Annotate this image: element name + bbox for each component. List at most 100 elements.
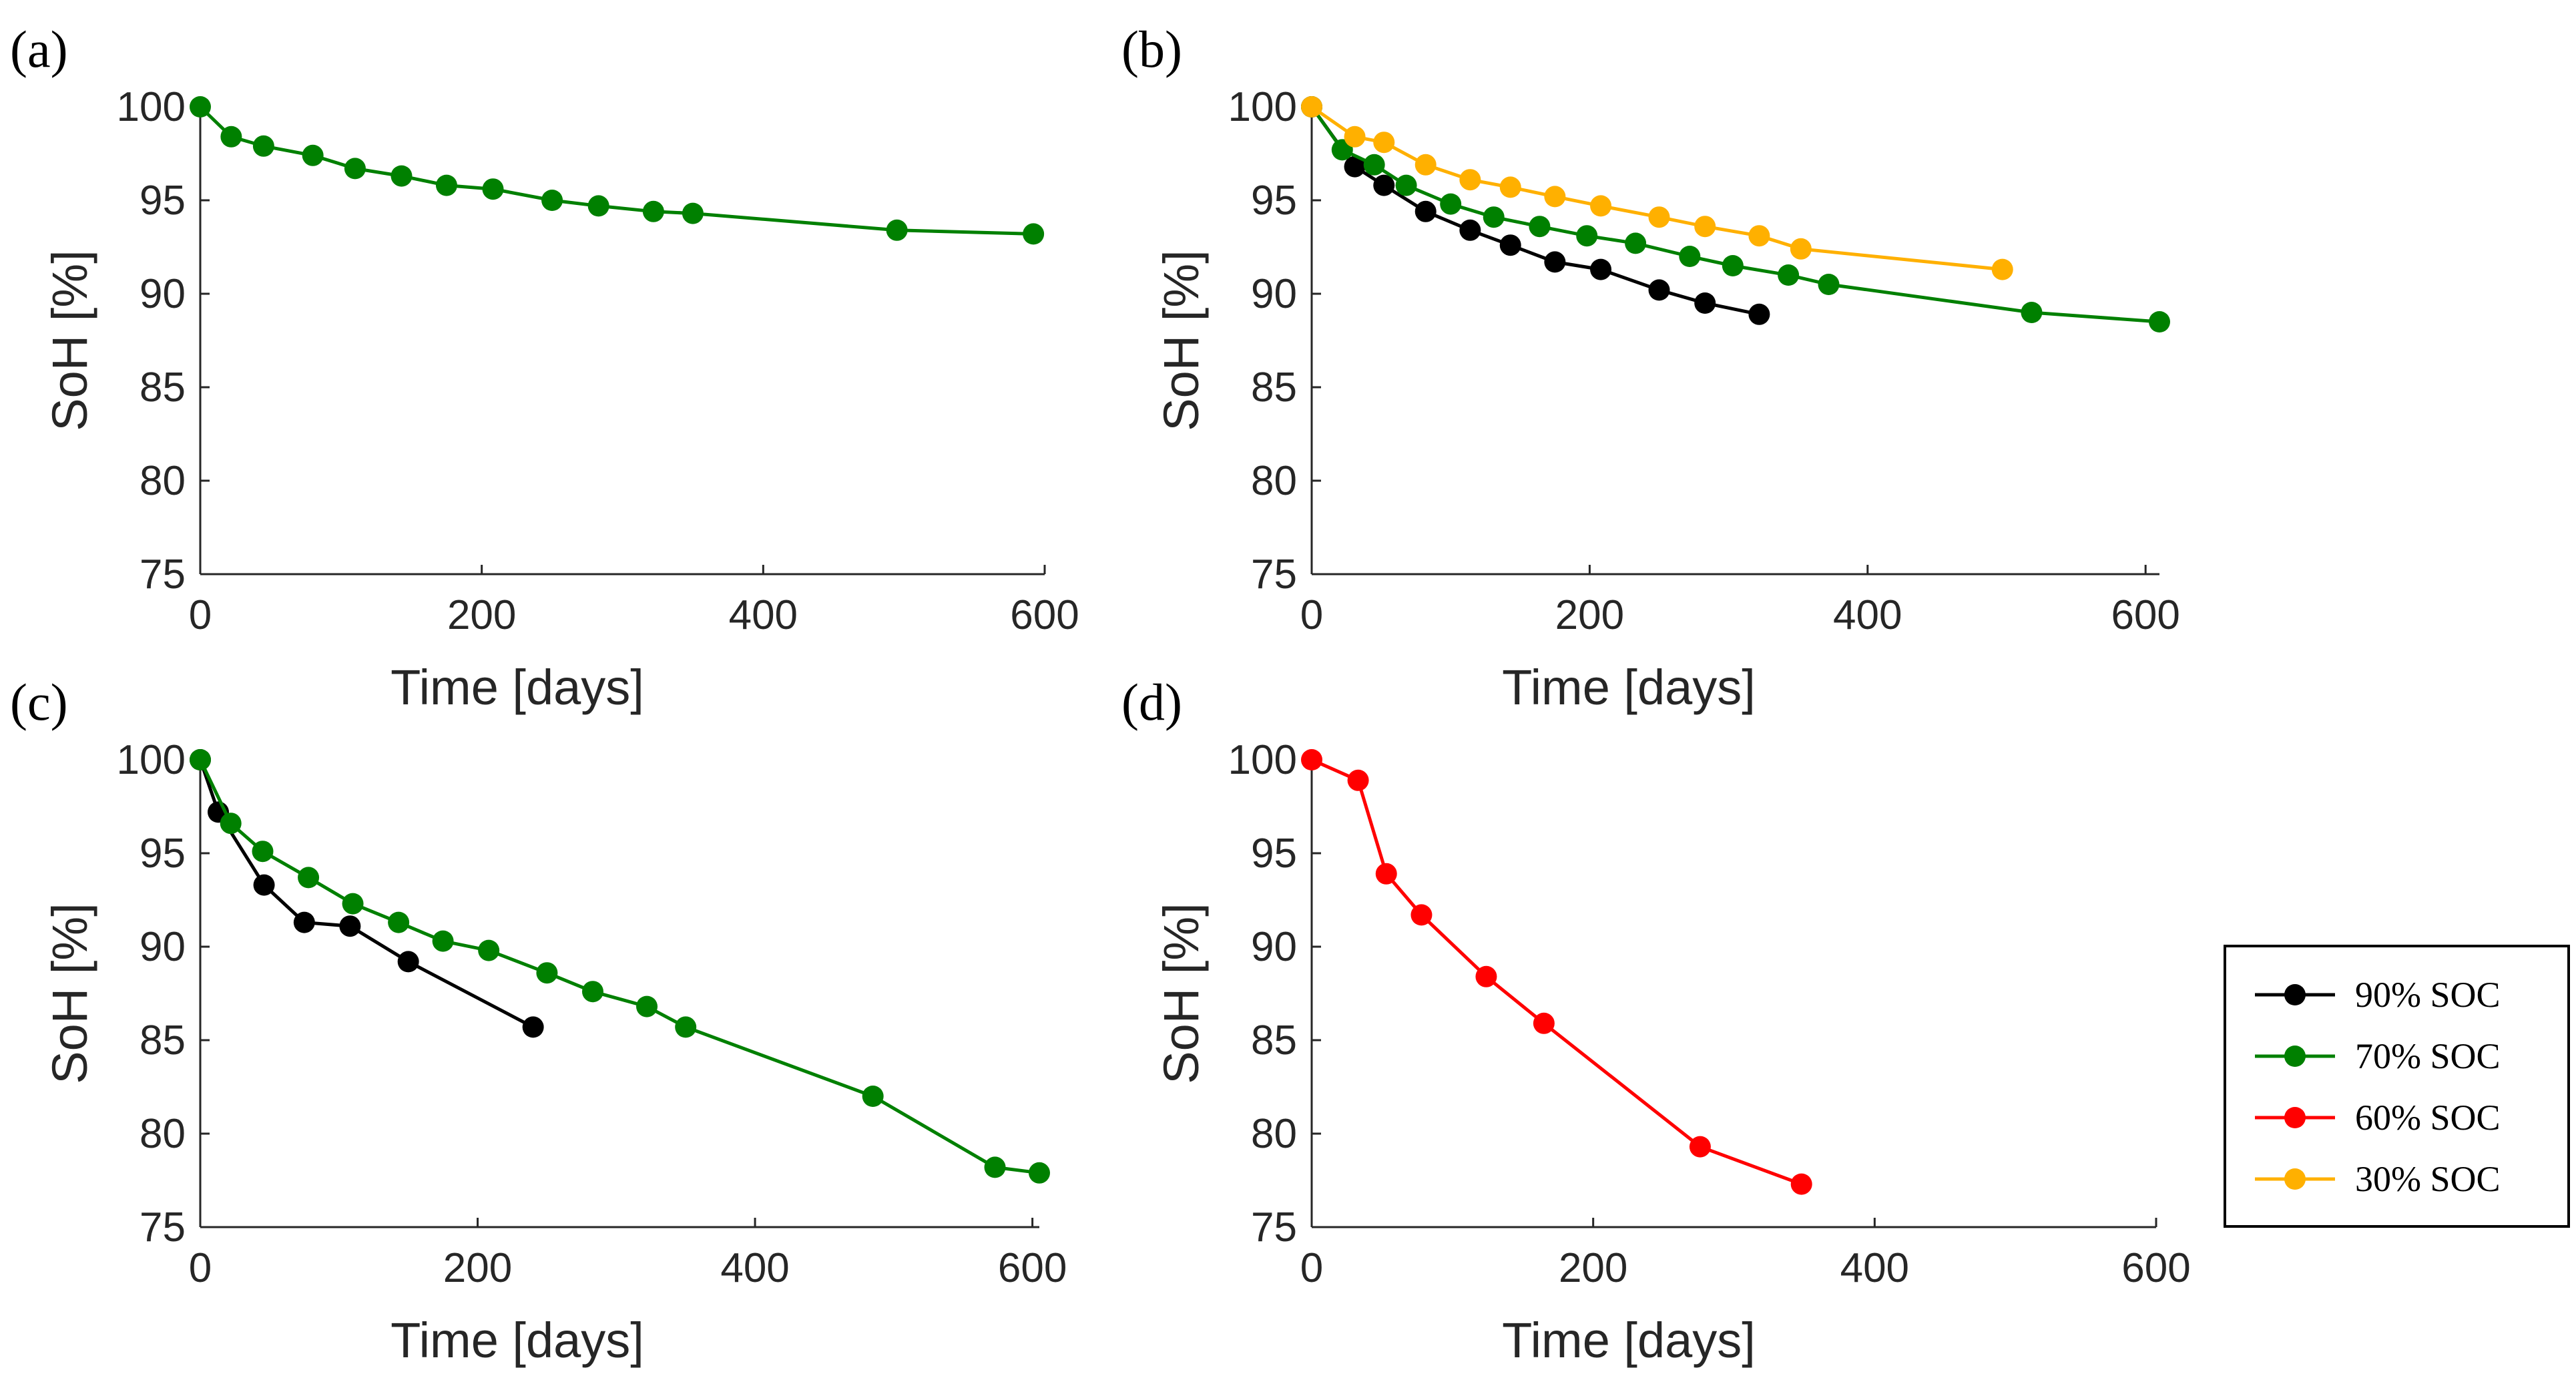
y-tick-label: 100: [1228, 84, 1297, 130]
data-point: [1301, 749, 1322, 770]
series-70-soc: [190, 749, 1050, 1184]
data-point: [1694, 292, 1716, 314]
data-point: [1395, 174, 1417, 196]
data-point: [1748, 303, 1770, 325]
data-point: [1475, 965, 1497, 987]
data-point: [1790, 1173, 1812, 1195]
data-point: [344, 158, 366, 180]
data-point: [1363, 154, 1385, 176]
x-tick-label: 200: [1555, 592, 1624, 638]
y-tick-label: 85: [1251, 1017, 1297, 1064]
y-tick-label: 90: [140, 924, 186, 970]
x-tick-label: 600: [2111, 592, 2179, 638]
y-tick-label: 80: [140, 1111, 186, 1157]
legend-entry-60-soc: 60% SOC: [2255, 1098, 2501, 1138]
x-axis-label: Time [days]: [391, 1313, 644, 1368]
data-point: [1590, 195, 1612, 217]
y-axis-label: SoH [%]: [1153, 250, 1209, 431]
y-tick-label: 95: [1251, 178, 1297, 224]
data-point: [1625, 232, 1647, 254]
x-tick-label: 0: [189, 592, 212, 638]
legend-entry-70-soc: 70% SOC: [2255, 1036, 2501, 1076]
legend-marker: [2284, 984, 2306, 1005]
data-point: [1576, 225, 1598, 247]
chart-panel-2: (b) 75 80 85 90 95 100 0 200 400 600 Time [days] SoH…: [1121, 20, 2180, 715]
data-point: [1459, 219, 1481, 241]
data-point: [298, 867, 320, 889]
x-tick-label: 400: [1840, 1245, 1909, 1291]
legend-marker: [2284, 1168, 2306, 1190]
chart-panel-1: (a) 75 80 85 90 95 100 0 200 400 600 Time [days] SoH…: [10, 20, 1079, 715]
data-point: [1414, 154, 1437, 176]
series-line: [199, 105, 1034, 236]
legend-entry-90-soc: 90% SOC: [2255, 975, 2501, 1015]
x-tick-label: 0: [189, 1245, 212, 1291]
data-point: [636, 995, 658, 1017]
data-point: [675, 1016, 697, 1038]
data-point: [536, 962, 558, 984]
data-point: [1410, 904, 1433, 926]
data-point: [1529, 216, 1551, 238]
y-tick-label: 85: [1251, 365, 1297, 411]
x-tick-label: 600: [2121, 1245, 2190, 1291]
y-tick-label: 100: [1228, 737, 1297, 783]
x-tick-label: 200: [447, 592, 516, 638]
data-point: [1544, 186, 1566, 208]
x-tick-label: 400: [720, 1245, 789, 1291]
data-point: [1722, 255, 1744, 276]
y-tick-label: 90: [1251, 924, 1297, 970]
legend-label: 60% SOC: [2355, 1098, 2501, 1138]
data-point: [1991, 258, 2013, 280]
y-tick-label: 95: [140, 831, 186, 877]
y-tick-label: 85: [140, 1017, 186, 1064]
chart-panel-3: (c) 75 80 85 90 95 100 0 200 400 600 Time [days] SoH…: [10, 673, 1067, 1368]
x-tick-label: 600: [1010, 592, 1079, 638]
legend-label: 30% SOC: [2355, 1159, 2501, 1199]
data-point: [1778, 264, 1800, 286]
data-point: [1679, 246, 1701, 267]
data-point: [435, 174, 457, 196]
data-point: [1344, 156, 1366, 178]
data-point: [252, 135, 274, 157]
y-tick-label: 95: [1251, 831, 1297, 877]
x-axis-label: Time [days]: [1502, 1313, 1756, 1368]
data-point: [220, 813, 242, 835]
panel-label: (c): [10, 673, 68, 731]
x-tick-label: 0: [1300, 1245, 1323, 1291]
data-point: [482, 178, 504, 200]
series-90-soc: [190, 749, 544, 1038]
y-tick-label: 100: [117, 737, 186, 783]
data-point: [1648, 279, 1670, 301]
data-point: [642, 200, 664, 222]
y-tick-label: 75: [1251, 1204, 1297, 1250]
x-tick-label: 600: [998, 1245, 1067, 1291]
data-point: [1344, 126, 1366, 148]
series-line: [198, 759, 534, 1029]
data-point: [342, 893, 364, 915]
data-point: [541, 190, 563, 211]
data-point: [293, 911, 315, 933]
data-point: [1347, 769, 1369, 791]
data-point: [190, 96, 211, 118]
data-point: [1648, 206, 1670, 228]
panel-label: (d): [1121, 673, 1182, 731]
data-point: [1029, 1162, 1050, 1184]
y-tick-label: 85: [140, 365, 186, 411]
data-point: [1373, 132, 1395, 154]
y-tick-label: 80: [140, 458, 186, 504]
data-point: [1694, 216, 1716, 238]
data-point: [1748, 225, 1770, 247]
data-point: [302, 144, 324, 166]
data-point: [253, 874, 275, 896]
x-axis-label: Time [days]: [391, 660, 644, 715]
data-point: [522, 1016, 544, 1038]
x-tick-label: 400: [1833, 592, 1902, 638]
data-point: [252, 841, 274, 863]
x-tick-label: 0: [1300, 592, 1323, 638]
series-line: [1310, 105, 2160, 324]
data-point: [862, 1086, 884, 1107]
y-tick-label: 80: [1251, 458, 1297, 504]
legend-label: 90% SOC: [2355, 975, 2501, 1015]
x-tick-label: 400: [729, 592, 798, 638]
